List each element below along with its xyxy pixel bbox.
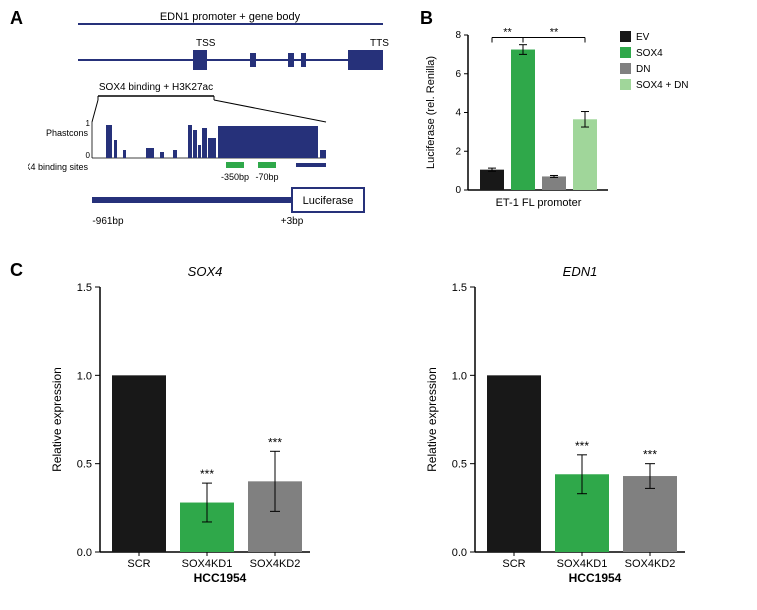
svg-text:8: 8 (455, 30, 461, 41)
svg-text:ET-1 FL promoter: ET-1 FL promoter (496, 197, 582, 209)
panel-a-label: A (10, 8, 23, 29)
tts-label: TTS (370, 38, 389, 49)
svg-text:2: 2 (455, 146, 461, 157)
svg-text:SOX4KD2: SOX4KD2 (625, 558, 676, 570)
svg-text:SOX4KD1: SOX4KD1 (182, 558, 233, 570)
svg-text:***: *** (268, 435, 282, 449)
phastcons-label: Phastcons (46, 128, 89, 138)
svg-text:0.5: 0.5 (77, 459, 92, 471)
panel-a-diagram: EDN1 promoter + gene body TSS TTS SOX4 b… (28, 10, 408, 240)
svg-text:-961bp: -961bp (92, 216, 124, 227)
svg-text:Relative expression: Relative expression (50, 367, 64, 472)
panel-b-chart: 0 2 4 6 8 Luciferase (rel. Renilla) ET-1 FL pr… (420, 15, 750, 235)
binding-sites-label: SOX4 binding sites (28, 162, 88, 172)
svg-text:1.0: 1.0 (77, 370, 92, 382)
panel-c-chart-0: SOX4 0.0 0.5 1.0 1.5 Relative expression SCR **… (45, 262, 335, 602)
svg-text:HCC1954: HCC1954 (194, 571, 247, 585)
svg-text:0.0: 0.0 (452, 547, 467, 559)
svg-text:4: 4 (455, 108, 461, 119)
svg-text:SOX4KD1: SOX4KD1 (557, 558, 608, 570)
svg-text:0: 0 (455, 185, 461, 196)
svg-text:+3bp: +3bp (281, 216, 304, 227)
svg-text:EV: EV (636, 32, 650, 43)
svg-text:***: *** (575, 439, 589, 453)
svg-text:SCR: SCR (502, 558, 525, 570)
svg-text:EDN1: EDN1 (563, 264, 598, 279)
svg-text:-70bp: -70bp (255, 172, 278, 182)
svg-text:0.0: 0.0 (77, 547, 92, 559)
svg-text:DN: DN (636, 64, 650, 75)
svg-text:1.0: 1.0 (452, 370, 467, 382)
svg-text:1: 1 (86, 119, 91, 128)
peak-label: SOX4 binding + H3K27ac (99, 82, 213, 93)
panel-c-chart-1: EDN1 0.0 0.5 1.0 1.5 Relative expression SCR **… (420, 262, 710, 602)
svg-text:Relative expression: Relative expression (425, 367, 439, 472)
svg-text:SCR: SCR (127, 558, 150, 570)
top-title: EDN1 promoter + gene body (160, 11, 301, 23)
svg-text:6: 6 (455, 69, 461, 80)
svg-text:0.5: 0.5 (452, 459, 467, 471)
svg-text:***: *** (643, 448, 657, 462)
svg-text:***: *** (200, 467, 214, 481)
svg-text:Luciferase (rel. Renilla): Luciferase (rel. Renilla) (425, 56, 437, 169)
svg-text:SOX4: SOX4 (636, 48, 663, 59)
svg-text:-350bp: -350bp (221, 172, 249, 182)
svg-text:Luciferase: Luciferase (303, 195, 354, 207)
svg-text:1.5: 1.5 (77, 282, 92, 294)
tss-label: TSS (196, 38, 216, 49)
svg-text:SOX4 + DN: SOX4 + DN (636, 80, 689, 91)
svg-text:HCC1954: HCC1954 (569, 571, 622, 585)
svg-text:SOX4KD2: SOX4KD2 (250, 558, 301, 570)
svg-text:**: ** (550, 27, 559, 39)
svg-text:0: 0 (86, 151, 91, 160)
panel-c-label: C (10, 260, 23, 281)
svg-text:SOX4: SOX4 (188, 264, 223, 279)
svg-text:1.5: 1.5 (452, 282, 467, 294)
svg-text:**: ** (503, 27, 512, 39)
